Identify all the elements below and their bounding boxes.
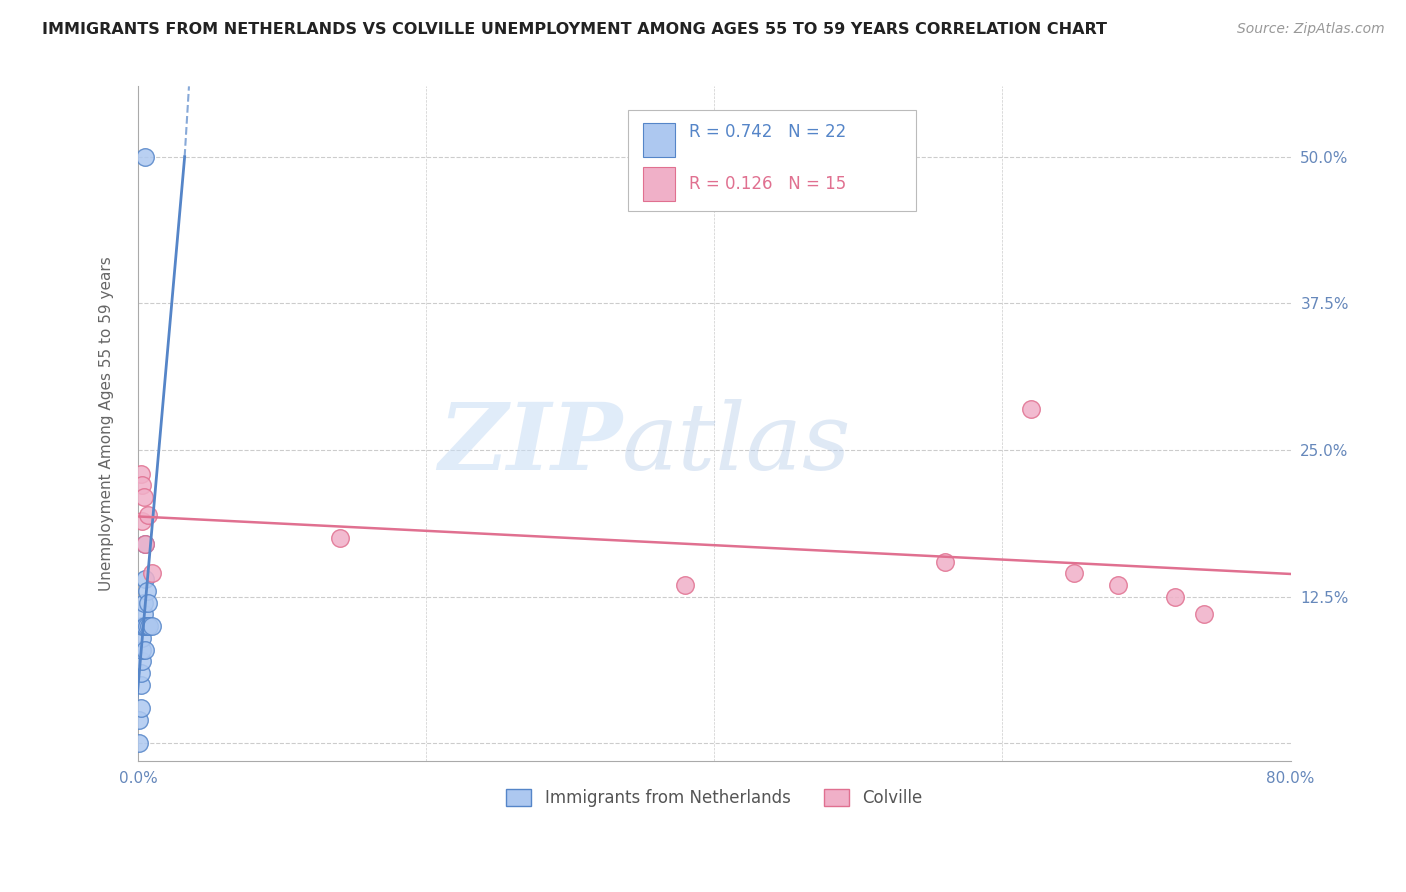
Point bbox=[934, 555, 956, 569]
Point bbox=[135, 619, 157, 633]
Point bbox=[134, 572, 156, 586]
Point bbox=[134, 150, 156, 164]
Point bbox=[134, 537, 156, 551]
Point bbox=[131, 654, 153, 668]
Point bbox=[134, 642, 156, 657]
Point bbox=[131, 631, 153, 645]
Point bbox=[675, 578, 697, 592]
Point bbox=[141, 619, 163, 633]
Point bbox=[129, 701, 152, 715]
Point bbox=[1063, 566, 1085, 581]
Point bbox=[1192, 607, 1215, 622]
Point bbox=[1107, 578, 1129, 592]
Point bbox=[132, 596, 155, 610]
Point bbox=[138, 619, 160, 633]
Text: ZIP: ZIP bbox=[437, 399, 621, 489]
Text: R = 0.126   N = 15: R = 0.126 N = 15 bbox=[689, 175, 846, 194]
Point bbox=[132, 619, 155, 633]
Legend: Immigrants from Netherlands, Colville: Immigrants from Netherlands, Colville bbox=[499, 782, 929, 814]
Point bbox=[131, 514, 153, 528]
Point bbox=[131, 478, 153, 492]
Point bbox=[132, 607, 155, 622]
FancyBboxPatch shape bbox=[643, 168, 675, 201]
Point bbox=[329, 531, 352, 545]
Text: IMMIGRANTS FROM NETHERLANDS VS COLVILLE UNEMPLOYMENT AMONG AGES 55 TO 59 YEARS C: IMMIGRANTS FROM NETHERLANDS VS COLVILLE … bbox=[42, 22, 1107, 37]
Text: R = 0.742   N = 22: R = 0.742 N = 22 bbox=[689, 123, 846, 141]
Point bbox=[129, 678, 152, 692]
Text: atlas: atlas bbox=[621, 399, 852, 489]
Point bbox=[136, 596, 159, 610]
Point bbox=[131, 619, 153, 633]
Point bbox=[131, 642, 153, 657]
Point bbox=[1164, 590, 1187, 604]
Point bbox=[136, 508, 159, 522]
Point bbox=[134, 619, 156, 633]
Point bbox=[129, 666, 152, 681]
Point bbox=[135, 583, 157, 598]
Y-axis label: Unemployment Among Ages 55 to 59 years: Unemployment Among Ages 55 to 59 years bbox=[100, 256, 114, 591]
Point bbox=[141, 566, 163, 581]
Point bbox=[129, 467, 152, 481]
Point bbox=[128, 713, 150, 727]
Text: Source: ZipAtlas.com: Source: ZipAtlas.com bbox=[1237, 22, 1385, 37]
Point bbox=[134, 537, 156, 551]
FancyBboxPatch shape bbox=[628, 110, 915, 211]
Point bbox=[1019, 402, 1042, 417]
Point bbox=[128, 736, 150, 750]
FancyBboxPatch shape bbox=[643, 123, 675, 157]
Point bbox=[132, 490, 155, 504]
